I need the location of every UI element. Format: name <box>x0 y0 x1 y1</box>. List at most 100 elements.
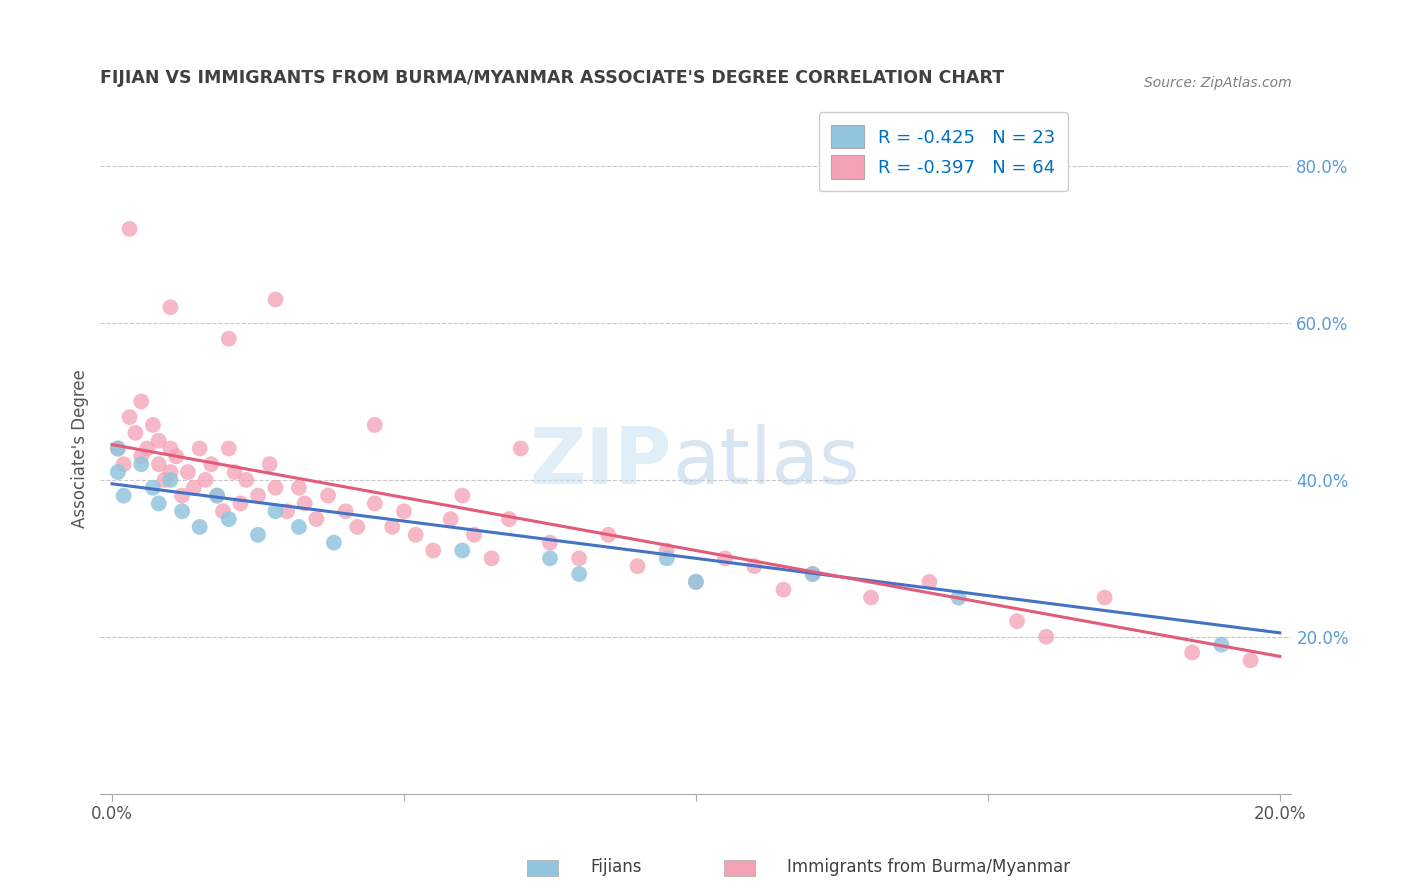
Point <box>148 457 170 471</box>
Point <box>118 222 141 236</box>
Point <box>153 473 176 487</box>
Legend: R = -0.425   N = 23, R = -0.397   N = 64: R = -0.425 N = 23, R = -0.397 N = 64 <box>818 112 1069 191</box>
Point <box>259 457 281 471</box>
Point <box>422 543 444 558</box>
Point <box>205 489 228 503</box>
Point <box>136 442 159 456</box>
Point <box>316 489 339 503</box>
Point <box>288 481 311 495</box>
Point <box>148 434 170 448</box>
Point <box>440 512 463 526</box>
Point <box>598 528 620 542</box>
Point <box>655 543 678 558</box>
Point <box>246 528 269 542</box>
Point <box>948 591 970 605</box>
Point <box>498 512 520 526</box>
Point <box>129 457 152 471</box>
Point <box>235 473 257 487</box>
Point <box>1239 653 1261 667</box>
Point <box>172 489 194 503</box>
Point <box>218 442 240 456</box>
Point <box>288 520 311 534</box>
Text: Fijians: Fijians <box>591 858 643 876</box>
Point <box>451 543 474 558</box>
Point <box>626 559 648 574</box>
Point <box>183 481 205 495</box>
Point <box>1005 614 1028 628</box>
Point <box>107 442 129 456</box>
Point <box>772 582 794 597</box>
Text: ZIP: ZIP <box>530 425 672 500</box>
Point <box>305 512 328 526</box>
Point <box>200 457 222 471</box>
Point <box>381 520 404 534</box>
Point <box>107 465 129 479</box>
Point <box>451 489 474 503</box>
Point <box>714 551 737 566</box>
Point <box>346 520 368 534</box>
Point <box>1181 645 1204 659</box>
Point <box>218 512 240 526</box>
Point <box>142 417 165 432</box>
Point <box>224 465 246 479</box>
Point <box>264 481 287 495</box>
Point <box>364 417 387 432</box>
Point <box>294 496 316 510</box>
Point <box>801 567 824 582</box>
Text: Source: ZipAtlas.com: Source: ZipAtlas.com <box>1144 76 1292 89</box>
Point <box>685 574 707 589</box>
Point <box>538 535 561 549</box>
Point <box>159 465 181 479</box>
Point <box>364 496 387 510</box>
Point <box>218 332 240 346</box>
Point <box>509 442 531 456</box>
Point <box>205 489 228 503</box>
Point <box>229 496 252 510</box>
Point <box>172 504 194 518</box>
Point <box>107 442 129 456</box>
Point <box>1035 630 1057 644</box>
Point <box>159 301 181 315</box>
Point <box>392 504 415 518</box>
Point <box>264 504 287 518</box>
Point <box>112 489 135 503</box>
Point <box>212 504 235 518</box>
Point <box>188 442 211 456</box>
Point <box>276 504 298 518</box>
Point <box>264 293 287 307</box>
Point <box>463 528 485 542</box>
Point <box>568 551 591 566</box>
Point <box>1094 591 1116 605</box>
Point <box>322 535 344 549</box>
Point <box>801 567 824 582</box>
Point <box>538 551 561 566</box>
Text: FIJIAN VS IMMIGRANTS FROM BURMA/MYANMAR ASSOCIATE'S DEGREE CORRELATION CHART: FIJIAN VS IMMIGRANTS FROM BURMA/MYANMAR … <box>100 69 1004 87</box>
Point <box>405 528 427 542</box>
Point <box>148 496 170 510</box>
Text: Immigrants from Burma/Myanmar: Immigrants from Burma/Myanmar <box>787 858 1070 876</box>
Point <box>1211 638 1233 652</box>
Point <box>568 567 591 582</box>
Point <box>112 457 135 471</box>
Point <box>129 394 152 409</box>
Point <box>655 551 678 566</box>
Point <box>159 473 181 487</box>
Point <box>685 574 707 589</box>
Point <box>335 504 357 518</box>
Point <box>129 450 152 464</box>
Point <box>188 520 211 534</box>
Point <box>142 481 165 495</box>
Point <box>860 591 883 605</box>
Point <box>742 559 765 574</box>
Point <box>918 574 941 589</box>
Point <box>118 410 141 425</box>
Y-axis label: Associate's Degree: Associate's Degree <box>72 369 89 528</box>
Point <box>159 442 181 456</box>
Text: atlas: atlas <box>672 425 859 500</box>
Point <box>481 551 503 566</box>
Point <box>124 425 146 440</box>
Point <box>194 473 217 487</box>
Point <box>165 450 187 464</box>
Point <box>246 489 269 503</box>
Point <box>177 465 200 479</box>
